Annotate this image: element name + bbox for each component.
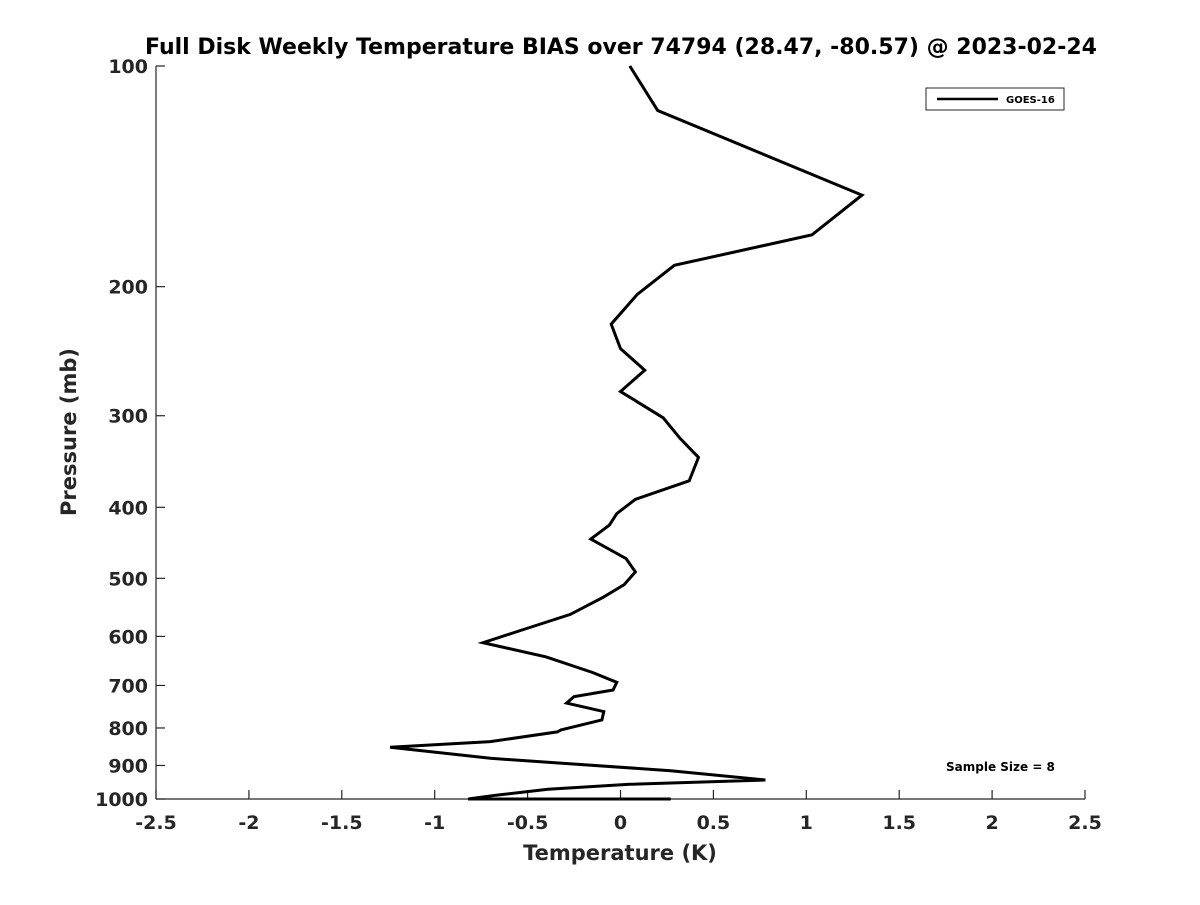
x-axis-label: Temperature (K) [523, 841, 717, 865]
y-tick-label: 900 [108, 755, 148, 777]
y-tick-label: 600 [108, 626, 148, 648]
y-tick-label: 1000 [95, 789, 148, 811]
x-tick-label: 0.5 [697, 812, 731, 834]
x-tick-label: 0 [614, 812, 627, 834]
y-tick-label: 800 [108, 718, 148, 740]
x-tick-label: -1 [424, 812, 445, 834]
y-tick-label: 300 [108, 406, 148, 428]
y-tick-label: 700 [108, 675, 148, 697]
legend: GOES-16 [925, 87, 1065, 111]
x-axis-ticks: -2.5 -2 -1.5 -1 -0.5 0 0.5 1 1.5 2 2.5 [135, 790, 1102, 834]
x-tick-label: -2.5 [135, 812, 177, 834]
series-line-goes-16 [389, 65, 865, 801]
y-axis-label: Pressure (mb) [57, 348, 81, 516]
x-tick-label: 2 [985, 812, 998, 834]
x-tick-label: 2.5 [1068, 812, 1102, 834]
series-layer [389, 65, 865, 801]
x-tick-label: 1.5 [882, 812, 916, 834]
x-tick-label: -2 [238, 812, 259, 834]
plot-area [156, 66, 1085, 799]
x-tick-label: -1.5 [321, 812, 363, 834]
y-tick-label: 400 [108, 497, 148, 519]
sample-size-note: Sample Size = 8 [946, 760, 1055, 774]
y-tick-label: 200 [108, 277, 148, 299]
legend-label-goes-16: GOES-16 [1006, 95, 1055, 106]
x-tick-label: 1 [800, 812, 813, 834]
y-axis-ticks: 100 200 300 400 500 600 700 800 900 1000 [95, 56, 165, 811]
x-tick-label: -0.5 [507, 812, 549, 834]
chart-title: Full Disk Weekly Temperature BIAS over 7… [145, 35, 1097, 60]
y-tick-label: 100 [108, 56, 148, 78]
y-tick-label: 500 [108, 568, 148, 590]
